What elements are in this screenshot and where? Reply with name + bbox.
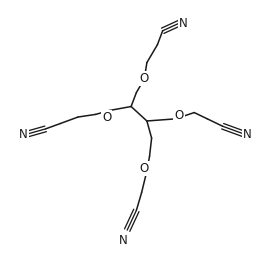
Text: N: N (242, 128, 251, 141)
Text: N: N (19, 128, 28, 141)
Text: O: O (174, 109, 183, 122)
Text: N: N (179, 17, 188, 30)
Text: O: O (102, 110, 111, 124)
Text: O: O (140, 162, 149, 175)
Text: O: O (140, 72, 149, 85)
Text: N: N (119, 234, 128, 247)
